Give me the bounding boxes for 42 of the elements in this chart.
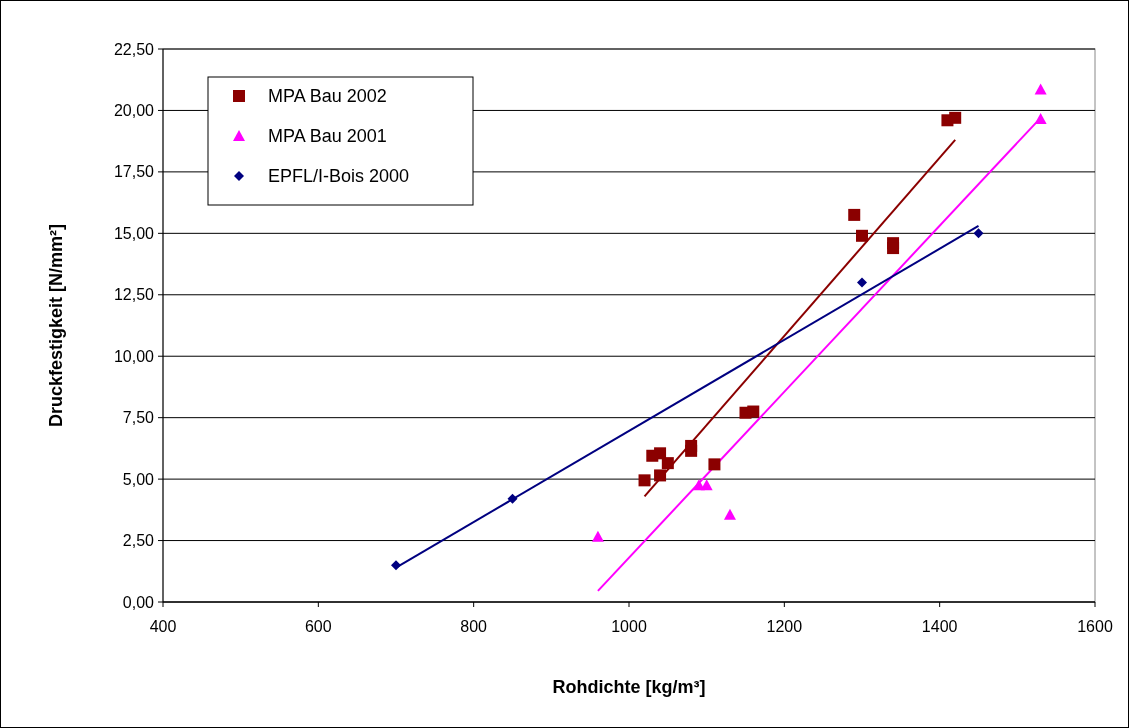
legend-label: MPA Bau 2001 (268, 126, 387, 147)
point (591, 530, 604, 542)
point (747, 405, 760, 418)
y-tick-label: 22,50 (113, 40, 155, 58)
y-tick-label: 0,00 (122, 593, 155, 611)
point (949, 111, 962, 124)
point (638, 474, 651, 487)
point (685, 444, 698, 457)
point (857, 277, 867, 288)
x-tick-label: 800 (460, 618, 488, 635)
y-axis-title: Druckfestigkeit [N/mm²] (46, 223, 66, 428)
y-tick-label: 17,50 (113, 163, 155, 181)
x-tick-label: 1400 (921, 618, 958, 635)
y-tick-label: 2,50 (122, 532, 155, 550)
y-tick-label: 10,00 (113, 347, 155, 365)
point (848, 208, 861, 221)
x-tick-label: 600 (304, 618, 332, 635)
point (391, 560, 401, 571)
point (700, 479, 713, 491)
y-tick-label: 7,50 (122, 409, 155, 427)
y-tick-label: 12,50 (113, 286, 155, 304)
legend-label: EPFL/I-Bois 2000 (268, 166, 410, 187)
x-tick-label: 1200 (766, 618, 803, 635)
point (507, 493, 518, 504)
point (654, 447, 667, 460)
point (1034, 113, 1047, 125)
point (973, 228, 984, 239)
point (708, 458, 721, 471)
y-tick-label: 15,00 (113, 224, 155, 242)
point (887, 242, 900, 255)
point (723, 508, 736, 520)
x-tick-label: 1000 (611, 618, 647, 635)
point (654, 469, 667, 482)
x-tick-label: 400 (149, 618, 177, 635)
legend-label: MPA Bau 2002 (268, 86, 387, 107)
x-axis-title: Rohdichte [kg/m³] (552, 677, 706, 697)
y-tick-label: 20,00 (113, 102, 155, 120)
x-tick-label: 1600 (1077, 618, 1113, 635)
y-tick-label: 5,00 (122, 470, 155, 488)
point (661, 457, 674, 470)
point (1034, 83, 1047, 95)
point (856, 229, 868, 242)
